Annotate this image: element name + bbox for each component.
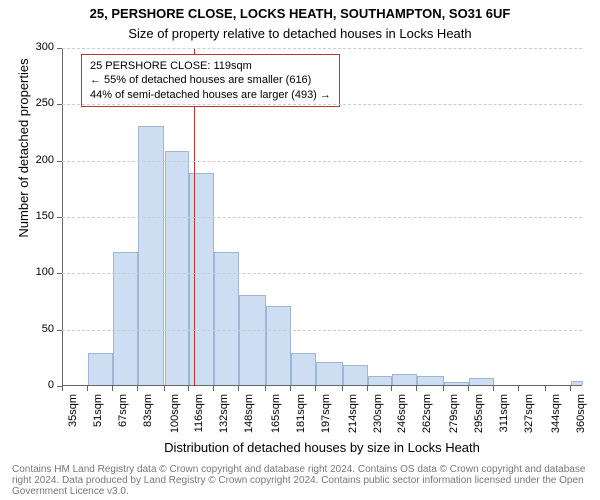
grid-line [62,161,582,162]
x-tick-mark [265,386,266,391]
x-tick-label: 262sqm [421,394,433,434]
y-tick-label: 200 [24,154,54,166]
histogram-bar [368,376,393,385]
x-tick-mark [416,386,417,391]
chart-container: 25, PERSHORE CLOSE, LOCKS HEATH, SOUTHAM… [0,0,600,500]
x-tick-label: 327sqm [523,394,535,434]
x-tick-label: 181sqm [295,394,307,434]
histogram-bar [343,365,368,385]
grid-line [62,104,582,105]
annotation-line: 44% of semi-detached houses are larger (… [90,88,331,102]
x-tick-label: 246sqm [396,394,408,434]
x-tick-label: 116sqm [193,394,205,434]
histogram-bar [88,353,113,385]
x-tick-mark [315,386,316,391]
x-tick-label: 295sqm [473,394,485,434]
histogram-bar [214,252,239,385]
histogram-bar [165,151,190,385]
x-tick-label: 230sqm [372,394,384,434]
histogram-bar [392,374,417,385]
y-tick-label: 100 [24,266,54,278]
x-tick-mark [238,386,239,391]
x-tick-mark [570,386,571,391]
x-tick-label: 148sqm [243,394,255,434]
x-tick-mark [391,386,392,391]
grid-line [62,48,582,49]
histogram-bar [469,378,494,385]
x-tick-mark [87,386,88,391]
y-tick-label: 250 [24,97,54,109]
x-tick-label: 67sqm [117,394,129,434]
x-tick-mark [493,386,494,391]
chart-title-main: 25, PERSHORE CLOSE, LOCKS HEATH, SOUTHAM… [0,6,600,21]
histogram-bar [239,295,266,385]
x-tick-mark [518,386,519,391]
footer-attribution: Contains HM Land Registry data © Crown c… [12,464,588,497]
chart-title-sub: Size of property relative to detached ho… [0,26,600,41]
histogram-bar [266,306,291,385]
x-tick-label: 344sqm [550,394,562,434]
annotation-line: ← 55% of detached houses are smaller (61… [90,73,331,87]
x-tick-label: 360sqm [575,394,587,434]
x-tick-label: 51sqm [92,394,104,434]
grid-line [62,330,582,331]
x-tick-mark [112,386,113,391]
y-tick-label: 50 [24,323,54,335]
histogram-bar [571,381,583,386]
x-tick-label: 197sqm [320,394,332,434]
x-tick-mark [188,386,189,391]
histogram-bar [138,126,165,385]
x-tick-label: 311sqm [498,394,510,434]
x-tick-label: 35sqm [67,394,79,434]
x-tick-mark [342,386,343,391]
x-tick-mark [213,386,214,391]
x-tick-mark [62,386,63,391]
x-tick-label: 279sqm [448,394,460,434]
x-tick-mark [468,386,469,391]
x-tick-label: 165sqm [270,394,282,434]
x-tick-label: 214sqm [347,394,359,434]
x-tick-label: 83sqm [142,394,154,434]
annotation-box: 25 PERSHORE CLOSE: 119sqm← 55% of detach… [81,54,340,107]
x-tick-mark [545,386,546,391]
grid-line [62,217,582,218]
y-tick-label: 300 [24,41,54,53]
x-tick-mark [164,386,165,391]
histogram-bar [113,252,138,385]
grid-line [62,273,582,274]
x-tick-label: 132sqm [218,394,230,434]
x-tick-mark [367,386,368,391]
x-tick-mark [443,386,444,391]
x-tick-mark [137,386,138,391]
histogram-bar [417,376,444,385]
x-axis-label: Distribution of detached houses by size … [62,440,582,455]
x-tick-mark [290,386,291,391]
y-tick-label: 0 [24,379,54,391]
annotation-line: 25 PERSHORE CLOSE: 119sqm [90,59,331,73]
y-tick-label: 150 [24,210,54,222]
histogram-bar [291,353,316,385]
x-tick-label: 100sqm [169,394,181,434]
histogram-bar [444,382,469,385]
histogram-bar [316,362,343,385]
